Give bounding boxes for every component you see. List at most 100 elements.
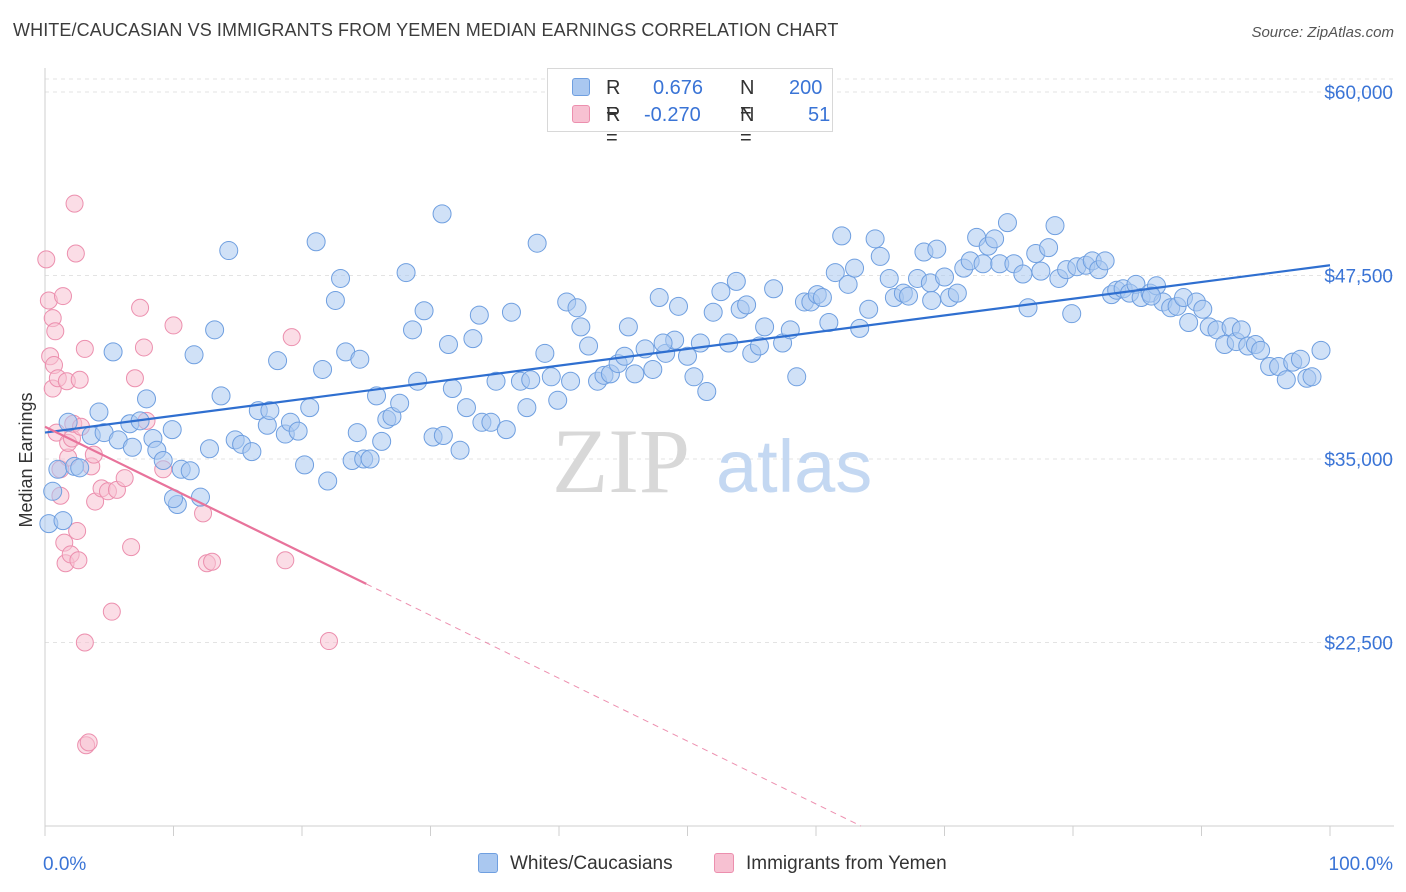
point-whites [1311,340,1331,360]
point-whites [879,268,899,288]
point-whites [703,302,723,322]
y-tick-label: $22,500 [1324,634,1393,655]
point-yemen [276,551,295,570]
point-yemen [282,328,301,347]
point-yemen [203,552,222,571]
point-whites [347,423,367,443]
point-whites [501,302,521,322]
point-yemen [319,632,338,651]
point-whites [579,336,599,356]
point-yemen [46,322,65,341]
point-whites [432,204,452,224]
point-whites [89,402,109,422]
point-whites [469,305,489,325]
point-whites [184,345,204,365]
point-whites [649,288,669,308]
point-whites [180,461,200,481]
point-yemen [75,339,94,358]
point-whites [288,421,308,441]
point-whites [690,333,710,353]
legend-label: Whites/Caucasians [510,853,673,874]
legend-swatch-pink [572,105,590,123]
point-whites [922,290,942,310]
point-whites [697,381,717,401]
point-whites [737,295,757,315]
point-whites [517,398,537,418]
point-yemen [115,469,134,488]
point-whites [1302,367,1322,387]
point-whites [268,351,288,371]
point-whites [541,367,561,387]
point-whites [318,471,338,491]
point-whites [825,263,845,283]
point-whites [463,329,483,349]
point-yemen [53,287,72,306]
point-whites [985,229,1005,249]
chart-title: WHITE/CAUCASIAN VS IMMIGRANTS FROM YEMEN… [13,20,839,40]
point-whites [456,398,476,418]
point-yemen [70,370,89,389]
x-tick-label: 100.0% [1329,854,1394,875]
point-whites [1018,298,1038,318]
legend-n-label: N = [740,104,755,149]
point-whites [561,371,581,391]
point-whites [103,342,123,362]
point-whites [764,279,784,299]
trend-lines [44,264,1331,827]
point-whites [260,401,280,421]
point-whites [496,420,516,440]
point-whites [678,346,697,366]
source-label: Source: ZipAtlas.com [1251,24,1394,41]
point-whites [438,335,458,355]
point-yemen [102,602,121,621]
point-whites [414,301,434,321]
point-whites [1290,349,1310,369]
point-whites [618,317,638,337]
point-whites [486,371,506,391]
point-whites [973,254,993,274]
point-whites [812,288,832,308]
trend-line-yemen-extrapolated [366,583,862,827]
point-yemen [125,369,144,388]
y-tick-label: $60,000 [1324,83,1393,104]
point-whites [205,320,225,340]
point-whites [726,271,746,291]
watermark-zip: ZIP [552,410,690,512]
legend-label: Immigrants from Yemen [746,853,947,874]
point-whites [859,299,879,319]
point-whites [43,481,63,501]
point-whites [219,241,239,261]
point-whites [396,263,416,283]
legend-n-label: N = [740,77,755,122]
point-whites [433,426,453,446]
point-yemen [69,551,88,570]
point-whites [408,371,428,391]
point-yemen [164,316,183,335]
point-whites [947,283,967,303]
point-whites [927,239,947,259]
point-whites [1062,304,1082,324]
point-whites [1045,216,1065,236]
point-whites [749,336,769,356]
point-yemen [66,244,85,263]
point-whites [211,386,231,406]
point-whites [1193,299,1213,319]
point-whites [403,320,423,340]
point-whites [1141,286,1161,306]
point-whites [367,386,387,406]
point-yemen [68,521,87,540]
y-tick-label: $35,000 [1324,450,1393,471]
point-whites [162,420,182,440]
point-whites [122,437,142,457]
point-whites [899,286,919,306]
point-yemen [131,298,150,317]
point-whites [300,398,320,418]
point-yemen [37,250,56,269]
point-whites [1013,264,1033,284]
point-whites [242,442,262,462]
point-whites [521,370,541,390]
point-whites [1251,340,1271,360]
point-whites [1095,251,1115,271]
point-whites [137,389,157,409]
legend-r-label: R = [606,77,621,122]
